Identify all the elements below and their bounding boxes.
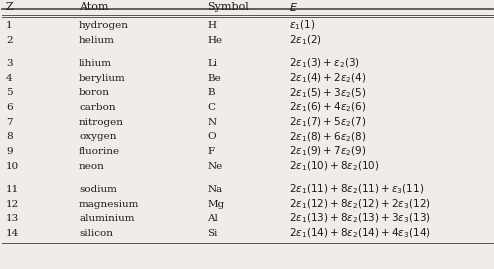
Text: Be: Be xyxy=(207,74,221,83)
Text: Atom: Atom xyxy=(79,2,109,12)
Text: $2\epsilon_1(3) + \epsilon_2(3)$: $2\epsilon_1(3) + \epsilon_2(3)$ xyxy=(289,57,360,70)
Text: 2: 2 xyxy=(6,36,12,45)
Text: 10: 10 xyxy=(6,162,19,171)
Text: 4: 4 xyxy=(6,74,12,83)
Text: neon: neon xyxy=(79,162,105,171)
Text: H: H xyxy=(207,21,216,30)
Text: Na: Na xyxy=(207,185,223,194)
Text: Z: Z xyxy=(6,2,13,12)
Text: $E$: $E$ xyxy=(289,1,298,13)
Text: hydrogen: hydrogen xyxy=(79,21,129,30)
Text: 5: 5 xyxy=(6,88,12,97)
Text: $2\epsilon_1(14) + 8\epsilon_2(14) + 4\epsilon_3(14)$: $2\epsilon_1(14) + 8\epsilon_2(14) + 4\e… xyxy=(289,226,431,240)
Text: $2\epsilon_1(2)$: $2\epsilon_1(2)$ xyxy=(289,33,322,47)
Text: 13: 13 xyxy=(6,214,19,223)
Text: $2\epsilon_1(6) + 4\epsilon_2(6)$: $2\epsilon_1(6) + 4\epsilon_2(6)$ xyxy=(289,101,367,114)
Text: carbon: carbon xyxy=(79,103,116,112)
Text: O: O xyxy=(207,132,216,141)
Text: berylium: berylium xyxy=(79,74,126,83)
Text: $\epsilon_1(1)$: $\epsilon_1(1)$ xyxy=(289,19,315,32)
Text: $2\epsilon_1(12) + 8\epsilon_2(12) + 2\epsilon_3(12)$: $2\epsilon_1(12) + 8\epsilon_2(12) + 2\e… xyxy=(289,197,431,211)
Text: B: B xyxy=(207,88,215,97)
Text: 11: 11 xyxy=(6,185,19,194)
Text: silicon: silicon xyxy=(79,229,113,238)
Text: boron: boron xyxy=(79,88,110,97)
Text: He: He xyxy=(207,36,223,45)
Text: 9: 9 xyxy=(6,147,12,156)
Text: $2\epsilon_1(13) + 8\epsilon_2(13) + 3\epsilon_3(13)$: $2\epsilon_1(13) + 8\epsilon_2(13) + 3\e… xyxy=(289,212,431,225)
Text: $2\epsilon_1(5) + 3\epsilon_2(5)$: $2\epsilon_1(5) + 3\epsilon_2(5)$ xyxy=(289,86,367,100)
Text: aluminium: aluminium xyxy=(79,214,134,223)
Text: 6: 6 xyxy=(6,103,12,112)
Text: Al: Al xyxy=(207,214,218,223)
Text: $2\epsilon_1(9) + 7\epsilon_2(9)$: $2\epsilon_1(9) + 7\epsilon_2(9)$ xyxy=(289,145,367,158)
Text: Ne: Ne xyxy=(207,162,223,171)
Text: 1: 1 xyxy=(6,21,12,30)
Text: 7: 7 xyxy=(6,118,12,127)
Text: nitrogen: nitrogen xyxy=(79,118,124,127)
Text: Mg: Mg xyxy=(207,200,225,208)
Text: N: N xyxy=(207,118,216,127)
Text: oxygen: oxygen xyxy=(79,132,117,141)
Text: 3: 3 xyxy=(6,59,12,68)
Text: lihium: lihium xyxy=(79,59,112,68)
Text: F: F xyxy=(207,147,214,156)
Text: Si: Si xyxy=(207,229,218,238)
Text: $2\epsilon_1(10) + 8\epsilon_2(10)$: $2\epsilon_1(10) + 8\epsilon_2(10)$ xyxy=(289,159,380,173)
Text: 12: 12 xyxy=(6,200,19,208)
Text: $2\epsilon_1(11) + 8\epsilon_2(11) + \epsilon_3(11)$: $2\epsilon_1(11) + 8\epsilon_2(11) + \ep… xyxy=(289,183,424,196)
Text: Symbol: Symbol xyxy=(207,2,249,12)
Text: C: C xyxy=(207,103,215,112)
Text: 8: 8 xyxy=(6,132,12,141)
Text: $2\epsilon_1(4) + 2\epsilon_2(4)$: $2\epsilon_1(4) + 2\epsilon_2(4)$ xyxy=(289,71,367,85)
Text: sodium: sodium xyxy=(79,185,117,194)
Text: magnesium: magnesium xyxy=(79,200,139,208)
Text: 14: 14 xyxy=(6,229,19,238)
Text: helium: helium xyxy=(79,36,115,45)
Text: fluorine: fluorine xyxy=(79,147,120,156)
Text: $2\epsilon_1(7) + 5\epsilon_2(7)$: $2\epsilon_1(7) + 5\epsilon_2(7)$ xyxy=(289,115,367,129)
Text: Li: Li xyxy=(207,59,217,68)
Text: $2\epsilon_1(8) + 6\epsilon_2(8)$: $2\epsilon_1(8) + 6\epsilon_2(8)$ xyxy=(289,130,367,144)
